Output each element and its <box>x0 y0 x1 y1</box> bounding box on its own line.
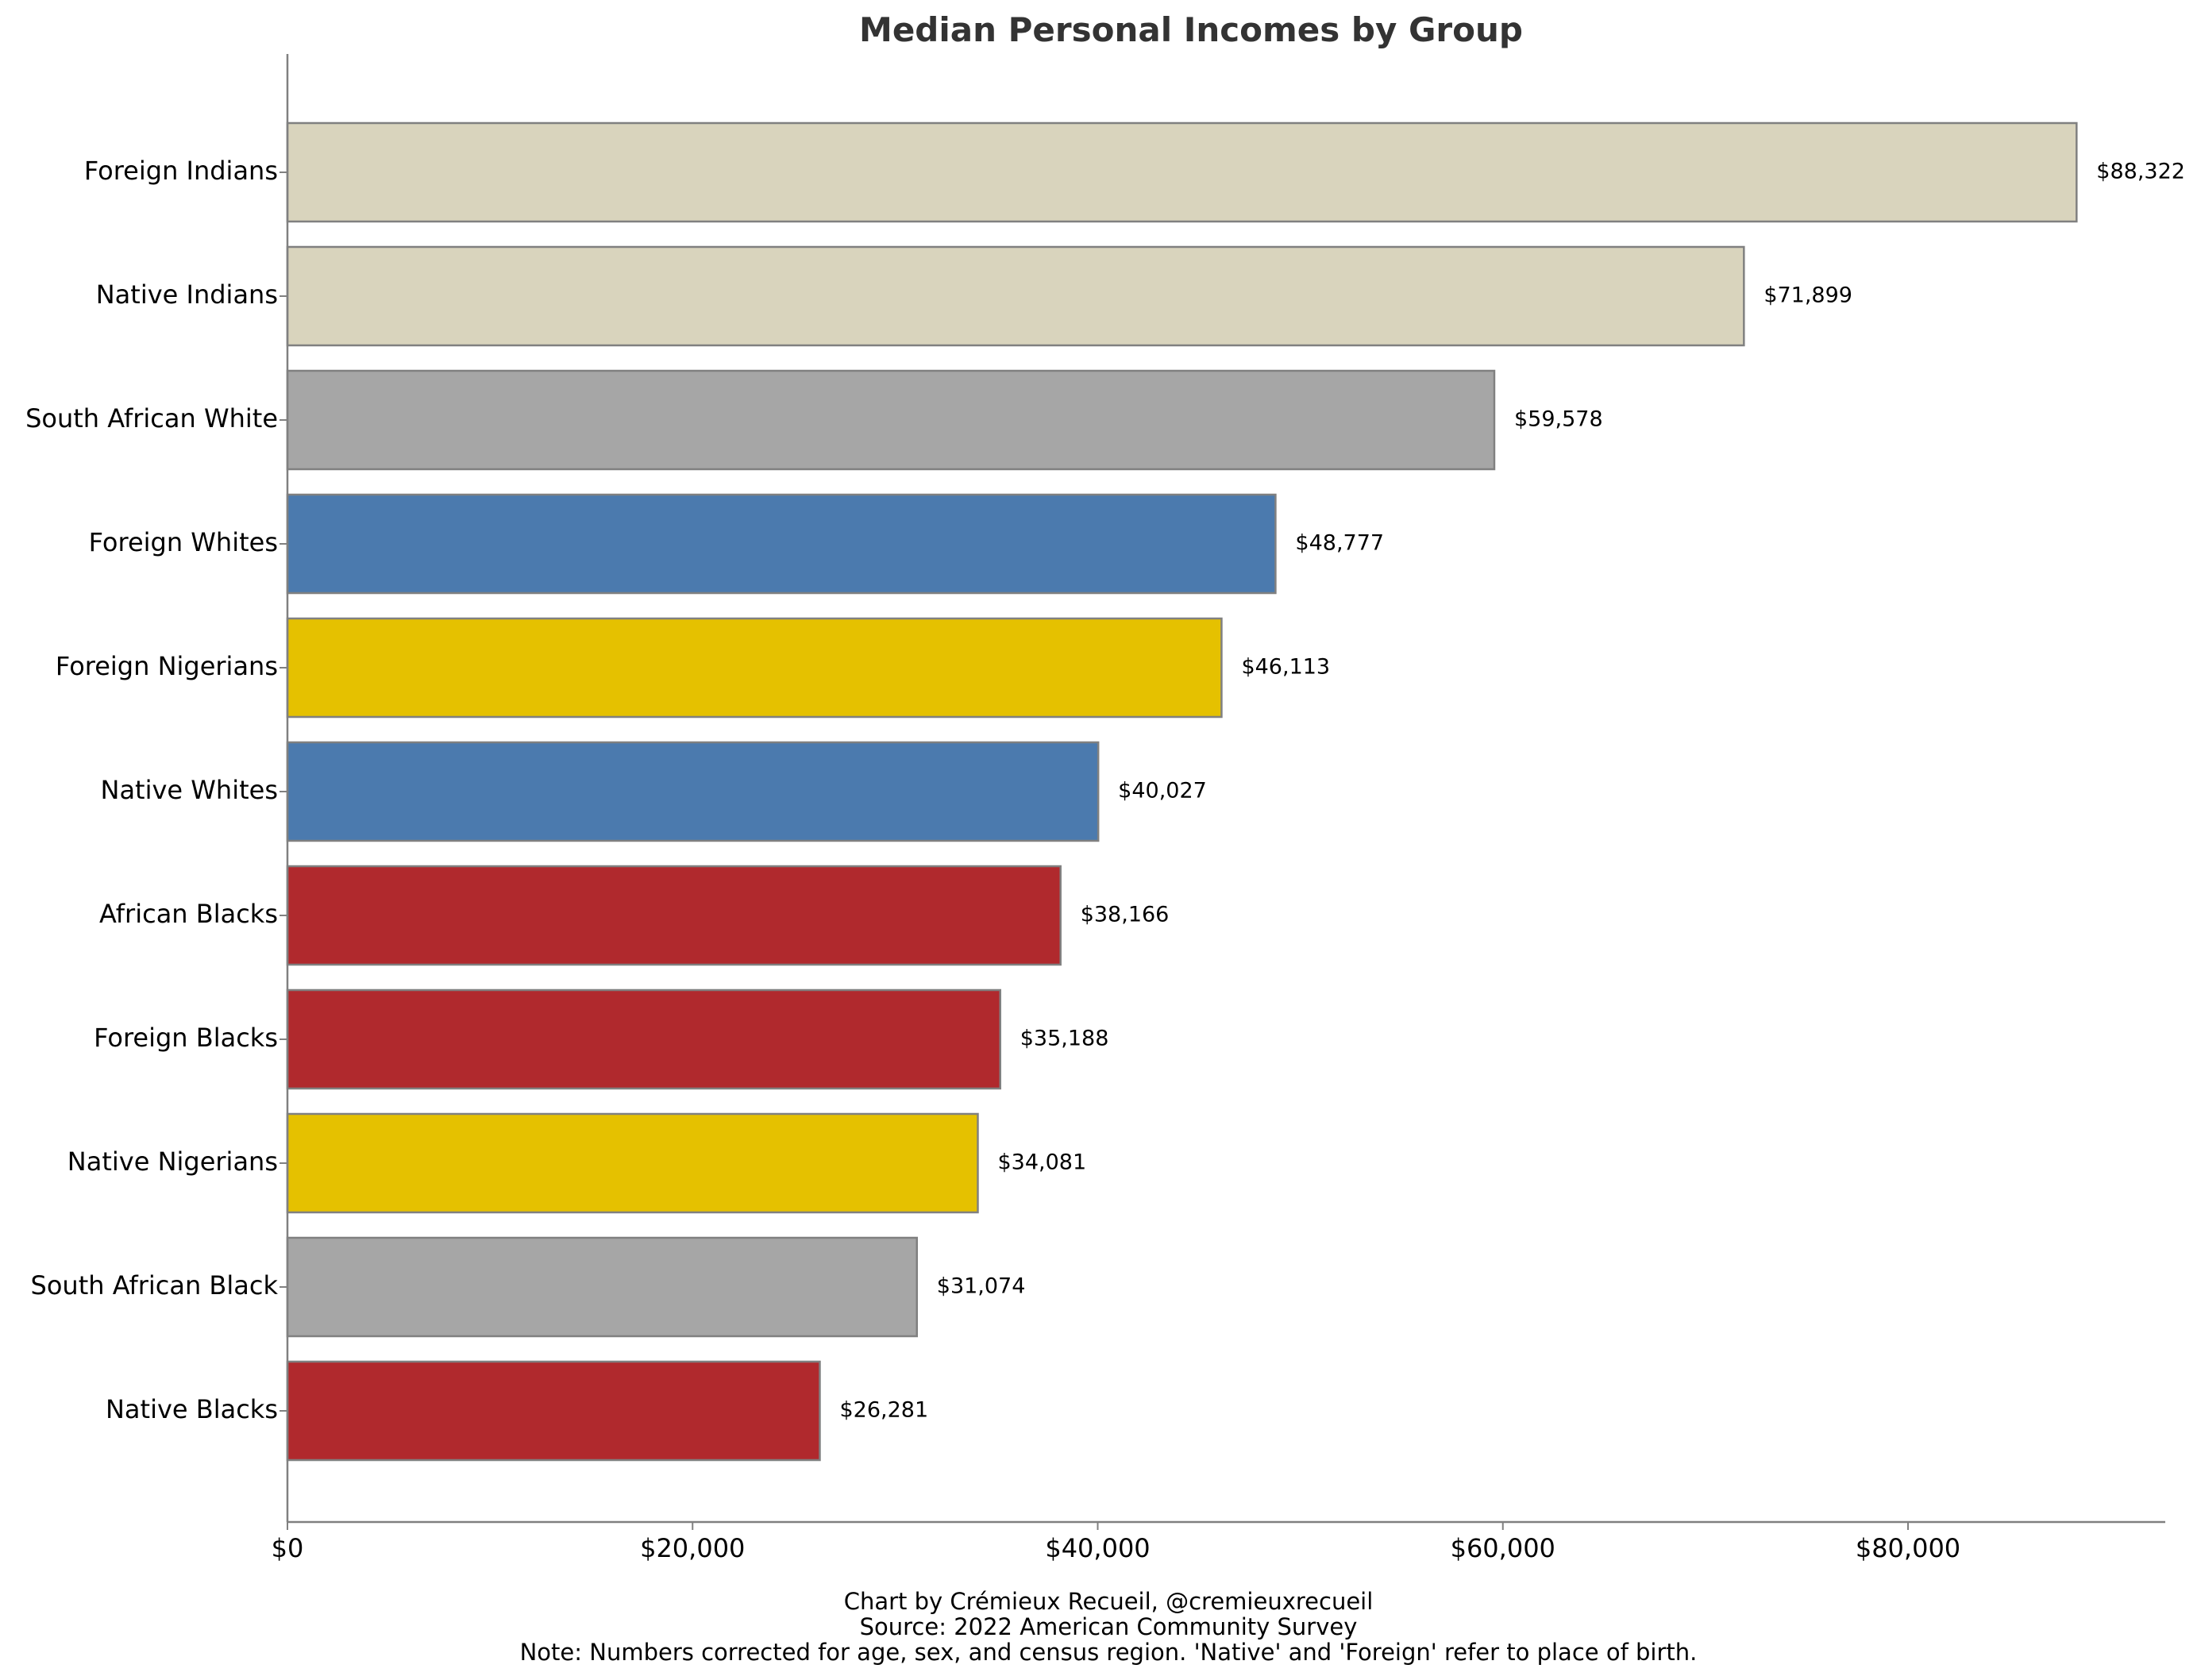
bar-native-blacks <box>286 1360 821 1462</box>
bar-south-african-white <box>286 369 1496 471</box>
value-label-native-whites: $40,027 <box>1118 779 1207 803</box>
x-tick-label-3: $60,000 <box>1451 1533 1555 1563</box>
bar-foreign-nigerians <box>286 617 1223 719</box>
bars-layer: $88,322 $71,899 $59,578 $48,777 $46,113 $40,0… <box>286 121 2185 1462</box>
y-tick-label-south-african-black: South African Black <box>31 1270 279 1300</box>
value-label-native-blacks: $26,281 <box>839 1398 928 1423</box>
footnote-note: Note: Numbers corrected for age, sex, an… <box>520 1639 1698 1666</box>
bar-native-nigerians <box>286 1112 979 1214</box>
x-tick-label-2: $40,000 <box>1045 1533 1150 1563</box>
bar-native-whites <box>286 741 1100 842</box>
value-label-foreign-blacks: $35,188 <box>1020 1027 1109 1051</box>
chart-title: Median Personal Incomes by Group <box>859 10 1523 49</box>
x-tick-label-1: $20,000 <box>640 1533 745 1563</box>
y-tick-label-native-whites: Native Whites <box>101 775 279 805</box>
bar-foreign-whites <box>286 493 1277 595</box>
footnote-source: Source: 2022 American Community Survey <box>860 1613 1358 1640</box>
y-tick-label-foreign-whites: Foreign Whites <box>89 527 278 557</box>
value-label-south-african-white: $59,578 <box>1514 407 1603 432</box>
footnotes: Chart by Crémieux Recueil, @cremieuxrecu… <box>520 1588 1698 1666</box>
bar-foreign-indians <box>286 121 2078 223</box>
footnote-credit: Chart by Crémieux Recueil, @cremieuxrecu… <box>844 1588 1374 1615</box>
bar-african-blacks <box>286 865 1062 966</box>
bar-foreign-blacks <box>286 988 1001 1090</box>
y-tick-label-foreign-blacks: Foreign Blacks <box>94 1023 278 1053</box>
y-tick-label-native-nigerians: Native Nigerians <box>67 1146 278 1177</box>
value-label-foreign-whites: $48,777 <box>1295 531 1384 556</box>
bar-native-indians <box>286 245 1745 347</box>
axes-layer: Foreign Indians Native Indians South Afric… <box>25 54 2165 1563</box>
value-label-foreign-nigerians: $46,113 <box>1241 655 1330 680</box>
bar-south-african-black <box>286 1236 919 1338</box>
y-tick-label-foreign-indians: Foreign Indians <box>84 156 278 186</box>
value-label-south-african-black: $31,074 <box>937 1274 1026 1299</box>
value-label-native-nigerians: $34,081 <box>997 1150 1086 1175</box>
y-tick-label-native-blacks: Native Blacks <box>106 1394 278 1424</box>
y-tick-label-foreign-nigerians: Foreign Nigerians <box>56 651 278 681</box>
y-tick-label-african-blacks: African Blacks <box>99 899 278 929</box>
y-tick-label-south-african-white: South African White <box>25 403 278 433</box>
y-tick-label-native-indians: Native Indians <box>96 279 278 310</box>
x-tick-label-0: $0 <box>272 1533 304 1563</box>
value-label-african-blacks: $38,166 <box>1081 903 1170 927</box>
value-label-foreign-indians: $88,322 <box>2096 160 2185 184</box>
value-label-native-indians: $71,899 <box>1763 283 1852 308</box>
x-tick-label-4: $80,000 <box>1856 1533 1960 1563</box>
